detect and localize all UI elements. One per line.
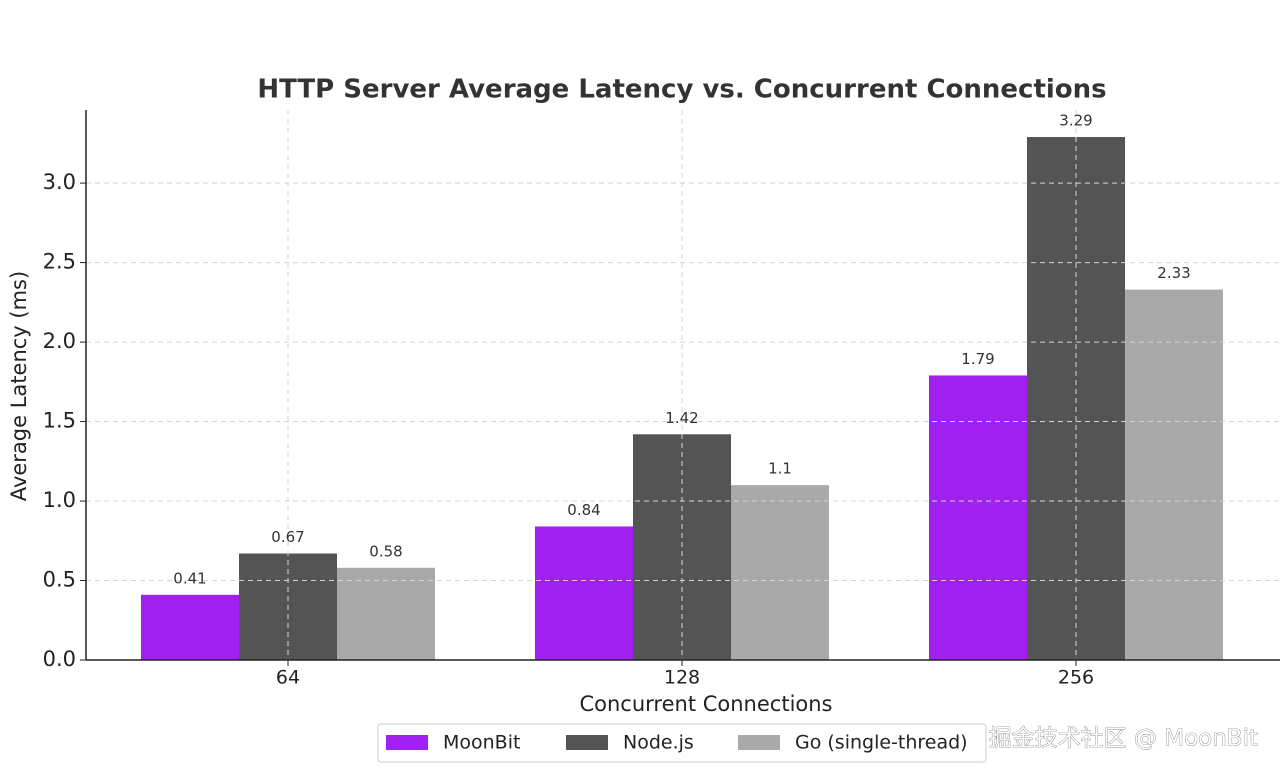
bar — [337, 567, 435, 660]
value-label: 3.29 — [1059, 112, 1092, 130]
y-axis-label: Average Latency (ms) — [7, 271, 31, 501]
legend-label: MoonBit — [443, 732, 520, 754]
x-tick-label: 64 — [276, 667, 300, 689]
bar — [929, 375, 1027, 660]
bar — [1125, 289, 1223, 660]
chart-title: HTTP Server Average Latency vs. Concurre… — [257, 75, 1106, 105]
y-tick-label: 1.5 — [43, 409, 76, 433]
value-label: 0.84 — [567, 501, 600, 519]
bar — [731, 485, 829, 660]
bar — [141, 594, 239, 660]
value-label: 0.41 — [173, 569, 206, 587]
watermark: 掘金技术社区 @ MoonBit — [989, 726, 1258, 752]
y-tick-label: 1.0 — [43, 488, 76, 512]
legend-label: Node.js — [623, 732, 694, 754]
legend-swatch — [386, 735, 428, 750]
value-label: 1.42 — [665, 409, 698, 427]
legend-label: Go (single-thread) — [795, 732, 968, 754]
value-label: 2.33 — [1157, 264, 1190, 282]
value-label: 0.58 — [369, 542, 402, 560]
legend: MoonBit Node.js Go (single-thread) — [377, 723, 987, 763]
legend-swatch — [738, 735, 780, 750]
legend-swatch — [566, 735, 608, 750]
value-label: 1.1 — [768, 460, 792, 478]
y-tick-label: 0.5 — [43, 568, 76, 592]
x-axis-label: Concurrent Connections — [579, 692, 832, 716]
legend-box — [377, 723, 987, 763]
bar — [535, 526, 633, 660]
y-tick-label: 3.0 — [43, 170, 76, 194]
y-tick-label: 0.0 — [43, 647, 76, 671]
y-tick-label: 2.0 — [43, 329, 76, 353]
x-tick-label: 256 — [1058, 667, 1094, 689]
x-tick-label: 128 — [664, 667, 700, 689]
y-tick-label: 2.5 — [43, 250, 76, 274]
value-label: 1.79 — [961, 350, 994, 368]
value-label: 0.67 — [271, 528, 304, 546]
